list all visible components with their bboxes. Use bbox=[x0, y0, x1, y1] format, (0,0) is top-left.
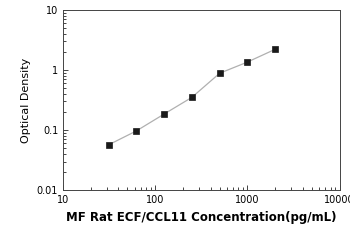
Y-axis label: Optical Density: Optical Density bbox=[21, 57, 31, 143]
X-axis label: MF Rat ECF/CCL11 Concentration(pg/mL): MF Rat ECF/CCL11 Concentration(pg/mL) bbox=[66, 211, 336, 224]
